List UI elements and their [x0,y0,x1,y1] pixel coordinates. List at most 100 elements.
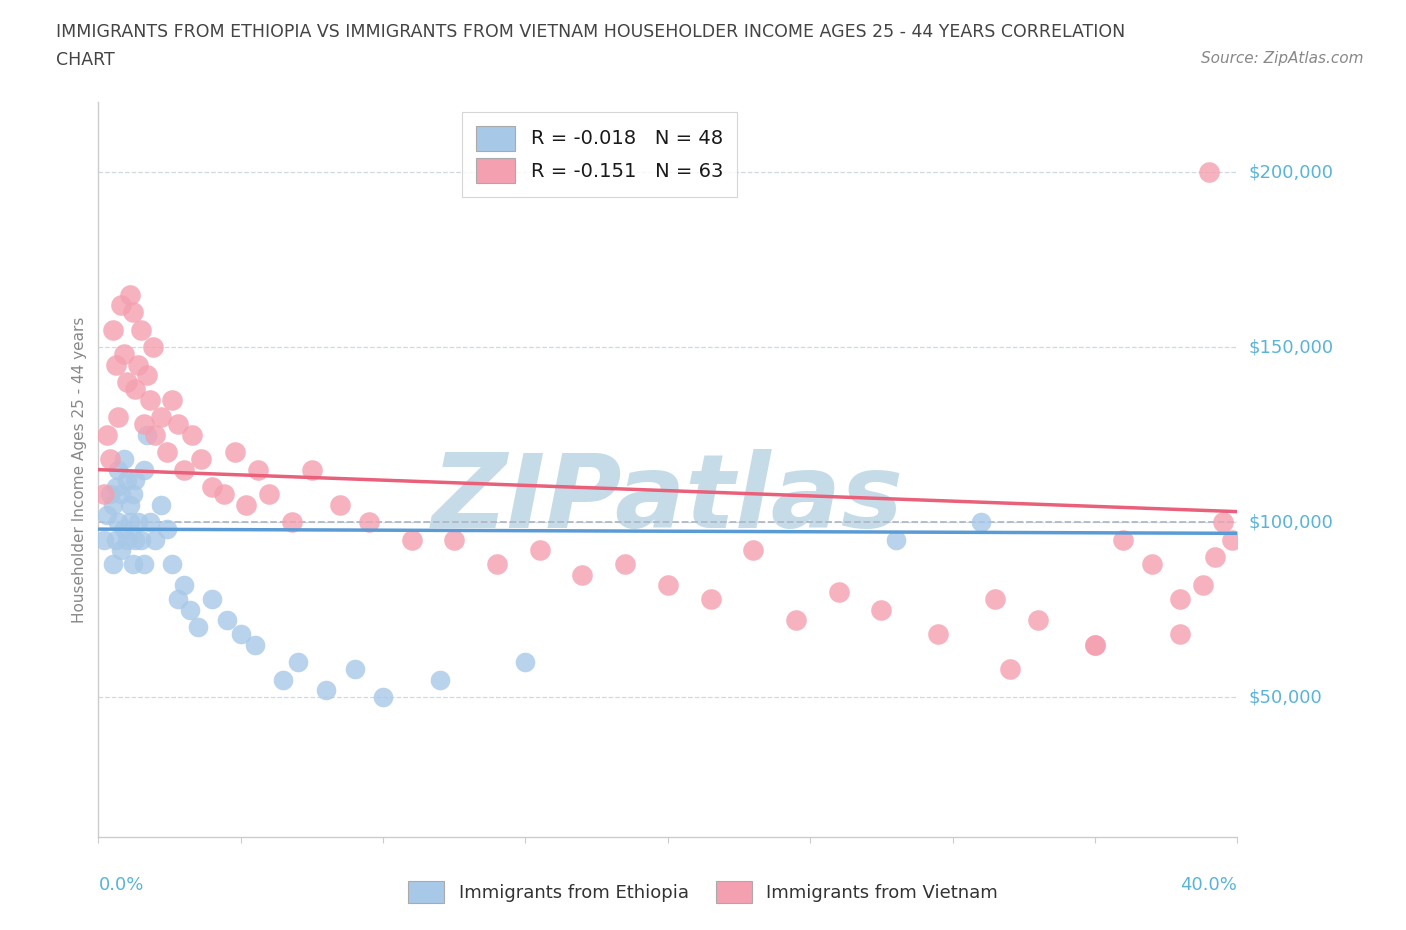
Point [110,486,132,501]
Point [127,357,149,372]
Point [129,323,152,338]
Point [162,557,184,572]
Point [1170,591,1192,606]
Point [127,514,149,529]
Point [884,532,907,547]
Point [486,557,509,572]
Point [124,472,146,487]
Point [132,462,155,477]
Point [115,375,138,390]
Point [96,508,118,523]
Point [657,578,679,592]
Point [138,514,160,529]
Point [529,543,551,558]
Point [699,591,721,606]
Point [104,532,127,547]
Point [150,410,173,425]
Point [373,690,395,705]
Point [107,410,129,425]
Point [229,627,252,642]
Point [429,672,451,687]
Point [118,287,141,302]
Point [273,672,295,687]
Point [93,532,115,547]
Point [1026,613,1049,628]
Point [201,480,224,495]
Point [132,417,155,432]
Point [112,452,135,467]
Point [96,427,118,442]
Point [98,452,121,467]
Text: CHART: CHART [56,51,115,69]
Point [121,305,143,320]
Point [401,532,423,547]
Point [571,567,593,582]
Point [870,602,893,617]
Point [243,637,266,652]
Y-axis label: Householder Income Ages 25 - 44 years: Householder Income Ages 25 - 44 years [72,316,87,623]
Point [1170,627,1192,642]
Point [135,367,157,382]
Point [828,585,851,600]
Point [287,655,309,670]
Point [118,514,141,529]
Point [156,522,179,537]
Point [104,357,127,372]
Point [984,591,1007,606]
Point [115,472,138,487]
Point [93,486,115,501]
Point [329,498,352,512]
Text: IMMIGRANTS FROM ETHIOPIA VS IMMIGRANTS FROM VIETNAM HOUSEHOLDER INCOME AGES 25 -: IMMIGRANTS FROM ETHIOPIA VS IMMIGRANTS F… [56,23,1125,41]
Point [110,298,132,312]
Point [104,480,127,495]
Point [927,627,949,642]
Point [173,578,195,592]
Point [235,498,257,512]
Point [998,661,1021,676]
Point [112,522,135,537]
Text: $100,000: $100,000 [1249,513,1333,531]
Point [124,532,146,547]
Point [1084,637,1107,652]
Point [1084,637,1107,652]
Point [121,557,143,572]
Point [1204,550,1226,565]
Point [112,347,135,362]
Point [101,323,124,338]
Text: 0.0%: 0.0% [98,876,143,894]
Point [357,514,380,529]
Point [215,613,238,628]
Point [515,655,537,670]
Point [1220,532,1243,547]
Point [101,498,124,512]
Point [145,532,167,547]
Point [138,392,160,407]
Point [281,514,304,529]
Point [115,532,138,547]
Point [1198,165,1220,179]
Point [614,557,637,572]
Point [173,462,195,477]
Point [156,445,179,459]
Text: $50,000: $50,000 [1249,688,1322,706]
Point [110,543,132,558]
Point [141,339,163,354]
Point [1212,514,1234,529]
Point [259,486,281,501]
Point [785,613,807,628]
Point [246,462,269,477]
Point [107,514,129,529]
Point [101,557,124,572]
Point [129,532,152,547]
Point [187,619,209,634]
Point [167,417,190,432]
Text: ZIPatlas: ZIPatlas [432,448,904,550]
Point [1112,532,1135,547]
Point [970,514,993,529]
Point [212,486,235,501]
Point [132,557,155,572]
Text: $200,000: $200,000 [1249,164,1333,181]
Point [1192,578,1215,592]
Point [107,462,129,477]
Point [121,486,143,501]
